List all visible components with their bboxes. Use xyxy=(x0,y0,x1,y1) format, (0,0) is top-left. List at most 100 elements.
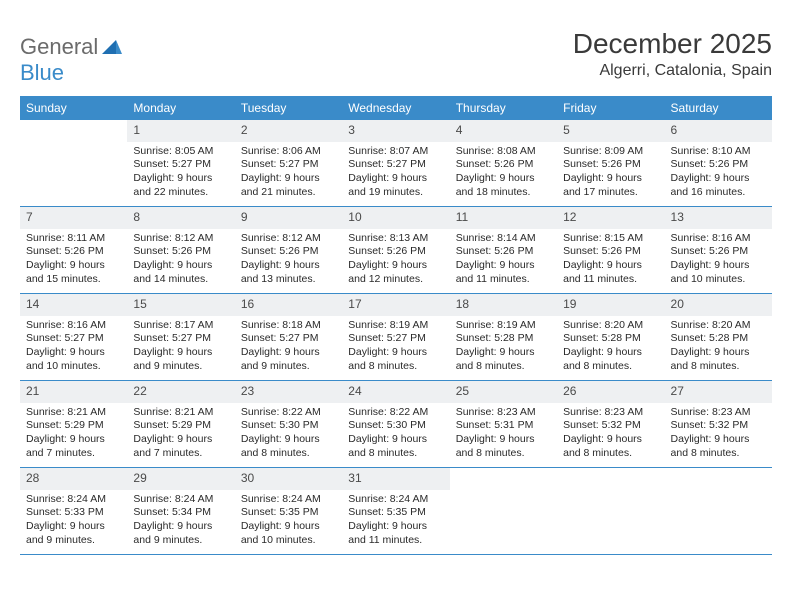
daylight-text: Daylight: 9 hours and 18 minutes. xyxy=(456,172,551,199)
weeks-container: 1Sunrise: 8:05 AMSunset: 5:27 PMDaylight… xyxy=(20,120,772,555)
daylight-text: Daylight: 9 hours and 8 minutes. xyxy=(456,433,551,460)
day-cell: 21Sunrise: 8:21 AMSunset: 5:29 PMDayligh… xyxy=(20,381,127,467)
daylight-text: Daylight: 9 hours and 15 minutes. xyxy=(26,259,121,286)
day-number: 13 xyxy=(665,207,772,229)
daylight-text: Daylight: 9 hours and 13 minutes. xyxy=(241,259,336,286)
day-number: 6 xyxy=(665,120,772,142)
sunset-text: Sunset: 5:26 PM xyxy=(456,158,551,172)
sunset-text: Sunset: 5:27 PM xyxy=(241,158,336,172)
sunset-text: Sunset: 5:26 PM xyxy=(563,245,658,259)
day-cell: 8Sunrise: 8:12 AMSunset: 5:26 PMDaylight… xyxy=(127,207,234,293)
day-cell: 20Sunrise: 8:20 AMSunset: 5:28 PMDayligh… xyxy=(665,294,772,380)
day-cell: 6Sunrise: 8:10 AMSunset: 5:26 PMDaylight… xyxy=(665,120,772,206)
sunset-text: Sunset: 5:34 PM xyxy=(133,506,228,520)
sunrise-text: Sunrise: 8:22 AM xyxy=(348,406,443,420)
week-row: 14Sunrise: 8:16 AMSunset: 5:27 PMDayligh… xyxy=(20,294,772,381)
sunrise-text: Sunrise: 8:24 AM xyxy=(348,493,443,507)
day-number: 9 xyxy=(235,207,342,229)
sunrise-text: Sunrise: 8:12 AM xyxy=(241,232,336,246)
day-cell: 28Sunrise: 8:24 AMSunset: 5:33 PMDayligh… xyxy=(20,468,127,554)
day-body: Sunrise: 8:18 AMSunset: 5:27 PMDaylight:… xyxy=(235,316,342,380)
daylight-text: Daylight: 9 hours and 12 minutes. xyxy=(348,259,443,286)
daylight-text: Daylight: 9 hours and 8 minutes. xyxy=(563,346,658,373)
day-number: 20 xyxy=(665,294,772,316)
day-cell: 17Sunrise: 8:19 AMSunset: 5:27 PMDayligh… xyxy=(342,294,449,380)
day-body: Sunrise: 8:09 AMSunset: 5:26 PMDaylight:… xyxy=(557,142,664,206)
day-number: 4 xyxy=(450,120,557,142)
day-cell: 27Sunrise: 8:23 AMSunset: 5:32 PMDayligh… xyxy=(665,381,772,467)
calendar-page: General Blue December 2025 Algerri, Cata… xyxy=(0,0,792,575)
day-cell: 18Sunrise: 8:19 AMSunset: 5:28 PMDayligh… xyxy=(450,294,557,380)
day-cell: 12Sunrise: 8:15 AMSunset: 5:26 PMDayligh… xyxy=(557,207,664,293)
day-cell: 31Sunrise: 8:24 AMSunset: 5:35 PMDayligh… xyxy=(342,468,449,554)
day-body: Sunrise: 8:05 AMSunset: 5:27 PMDaylight:… xyxy=(127,142,234,206)
sunset-text: Sunset: 5:26 PM xyxy=(563,158,658,172)
day-cell: 29Sunrise: 8:24 AMSunset: 5:34 PMDayligh… xyxy=(127,468,234,554)
day-number: 14 xyxy=(20,294,127,316)
title-block: December 2025 Algerri, Catalonia, Spain xyxy=(573,28,772,80)
dow-thursday: Thursday xyxy=(450,96,557,120)
day-number xyxy=(665,468,772,474)
sunrise-text: Sunrise: 8:11 AM xyxy=(26,232,121,246)
day-number: 21 xyxy=(20,381,127,403)
day-body: Sunrise: 8:17 AMSunset: 5:27 PMDaylight:… xyxy=(127,316,234,380)
day-cell: 16Sunrise: 8:18 AMSunset: 5:27 PMDayligh… xyxy=(235,294,342,380)
day-number: 1 xyxy=(127,120,234,142)
day-body: Sunrise: 8:16 AMSunset: 5:26 PMDaylight:… xyxy=(665,229,772,293)
daylight-text: Daylight: 9 hours and 11 minutes. xyxy=(563,259,658,286)
daylight-text: Daylight: 9 hours and 8 minutes. xyxy=(456,346,551,373)
sunrise-text: Sunrise: 8:24 AM xyxy=(26,493,121,507)
sunset-text: Sunset: 5:35 PM xyxy=(241,506,336,520)
day-number: 28 xyxy=(20,468,127,490)
day-cell: 26Sunrise: 8:23 AMSunset: 5:32 PMDayligh… xyxy=(557,381,664,467)
sunset-text: Sunset: 5:27 PM xyxy=(348,158,443,172)
day-body: Sunrise: 8:24 AMSunset: 5:35 PMDaylight:… xyxy=(235,490,342,554)
day-body: Sunrise: 8:12 AMSunset: 5:26 PMDaylight:… xyxy=(127,229,234,293)
sunrise-text: Sunrise: 8:12 AM xyxy=(133,232,228,246)
daylight-text: Daylight: 9 hours and 9 minutes. xyxy=(133,346,228,373)
day-body: Sunrise: 8:21 AMSunset: 5:29 PMDaylight:… xyxy=(20,403,127,467)
sunset-text: Sunset: 5:26 PM xyxy=(241,245,336,259)
sunrise-text: Sunrise: 8:05 AM xyxy=(133,145,228,159)
day-cell: 25Sunrise: 8:23 AMSunset: 5:31 PMDayligh… xyxy=(450,381,557,467)
day-body: Sunrise: 8:20 AMSunset: 5:28 PMDaylight:… xyxy=(665,316,772,380)
dow-saturday: Saturday xyxy=(665,96,772,120)
day-number: 10 xyxy=(342,207,449,229)
day-body: Sunrise: 8:24 AMSunset: 5:34 PMDaylight:… xyxy=(127,490,234,554)
sunset-text: Sunset: 5:28 PM xyxy=(671,332,766,346)
sail-icon xyxy=(102,34,122,60)
day-number: 22 xyxy=(127,381,234,403)
day-cell: 14Sunrise: 8:16 AMSunset: 5:27 PMDayligh… xyxy=(20,294,127,380)
sunset-text: Sunset: 5:26 PM xyxy=(133,245,228,259)
day-cell: 13Sunrise: 8:16 AMSunset: 5:26 PMDayligh… xyxy=(665,207,772,293)
sunrise-text: Sunrise: 8:22 AM xyxy=(241,406,336,420)
location-label: Algerri, Catalonia, Spain xyxy=(573,62,772,80)
day-body: Sunrise: 8:20 AMSunset: 5:28 PMDaylight:… xyxy=(557,316,664,380)
header: General Blue December 2025 Algerri, Cata… xyxy=(20,28,772,86)
sunset-text: Sunset: 5:26 PM xyxy=(348,245,443,259)
dow-tuesday: Tuesday xyxy=(235,96,342,120)
sunrise-text: Sunrise: 8:19 AM xyxy=(456,319,551,333)
day-body: Sunrise: 8:13 AMSunset: 5:26 PMDaylight:… xyxy=(342,229,449,293)
day-cell: 1Sunrise: 8:05 AMSunset: 5:27 PMDaylight… xyxy=(127,120,234,206)
daylight-text: Daylight: 9 hours and 14 minutes. xyxy=(133,259,228,286)
sunrise-text: Sunrise: 8:23 AM xyxy=(671,406,766,420)
sunrise-text: Sunrise: 8:24 AM xyxy=(241,493,336,507)
day-body: Sunrise: 8:12 AMSunset: 5:26 PMDaylight:… xyxy=(235,229,342,293)
day-cell: 10Sunrise: 8:13 AMSunset: 5:26 PMDayligh… xyxy=(342,207,449,293)
daylight-text: Daylight: 9 hours and 16 minutes. xyxy=(671,172,766,199)
day-cell: 5Sunrise: 8:09 AMSunset: 5:26 PMDaylight… xyxy=(557,120,664,206)
page-title: December 2025 xyxy=(573,28,772,60)
sunrise-text: Sunrise: 8:09 AM xyxy=(563,145,658,159)
day-number: 15 xyxy=(127,294,234,316)
day-number: 12 xyxy=(557,207,664,229)
daylight-text: Daylight: 9 hours and 21 minutes. xyxy=(241,172,336,199)
sunset-text: Sunset: 5:30 PM xyxy=(348,419,443,433)
day-number: 27 xyxy=(665,381,772,403)
logo-text: General Blue xyxy=(20,34,122,86)
day-number: 30 xyxy=(235,468,342,490)
sunset-text: Sunset: 5:30 PM xyxy=(241,419,336,433)
day-cell: 4Sunrise: 8:08 AMSunset: 5:26 PMDaylight… xyxy=(450,120,557,206)
day-number: 26 xyxy=(557,381,664,403)
daylight-text: Daylight: 9 hours and 8 minutes. xyxy=(241,433,336,460)
